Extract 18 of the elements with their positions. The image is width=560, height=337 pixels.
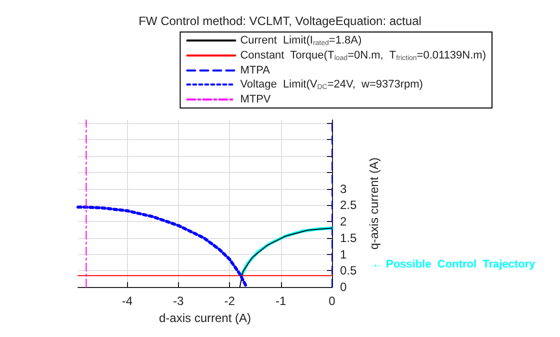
- text: ← Possible Control Trajectory: [372, 258, 536, 270]
- x-tick-label: -3: [173, 294, 184, 308]
- y-tick-label: 2.5: [340, 198, 358, 212]
- x-tick-label: -4: [122, 294, 133, 308]
- y-tick-label: 1.5: [340, 230, 358, 245]
- chart-title: FW Control method: VCLMT, VoltageEquation: actual: [138, 14, 422, 28]
- y-tick-label: 1: [340, 247, 347, 262]
- y-tick-label: 3: [340, 182, 347, 196]
- y-tick-label: 0.5: [340, 264, 358, 278]
- x-axis-title: d-axis current (A): [158, 311, 252, 325]
- x-tick-label: -2: [224, 294, 236, 308]
- y-tick-label: 0: [340, 280, 347, 294]
- y-axis-title: q-axis current (A): [367, 158, 381, 250]
- x-tick-label: 0: [328, 294, 336, 308]
- y-tick-label: 2: [340, 214, 347, 229]
- legend-label: MTPA: [240, 64, 271, 76]
- legend-label: MTPV: [240, 94, 272, 106]
- x-tick-label: -1: [275, 294, 286, 308]
